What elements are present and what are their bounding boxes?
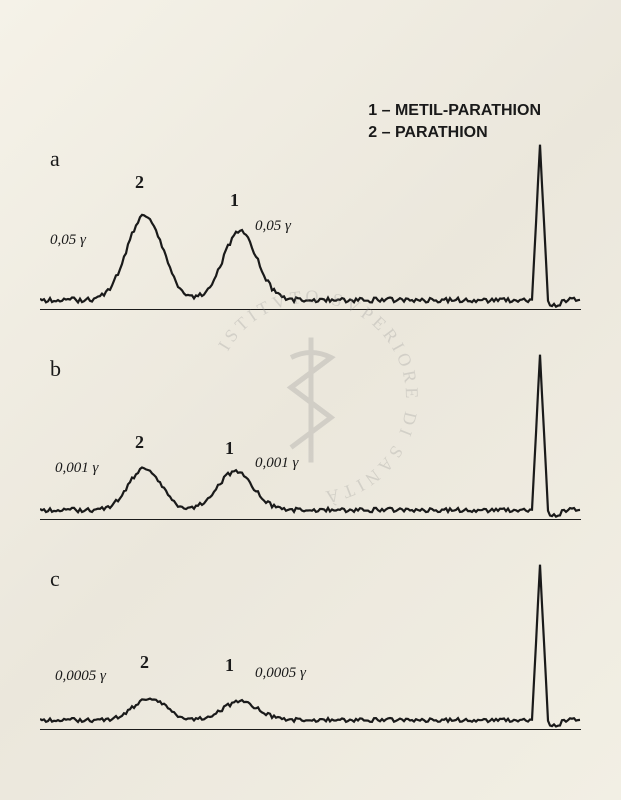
panel-label-c: c	[50, 566, 60, 592]
conc-right-c: 0,0005 γ	[255, 665, 306, 682]
trace-b	[40, 340, 581, 530]
chromatogram-panel-b	[40, 340, 581, 530]
peak-1-label-a: 1	[230, 190, 239, 211]
panel-label-b: b	[50, 356, 61, 382]
conc-left-b: 0,001 γ	[55, 460, 98, 477]
conc-right-b: 0,001 γ	[255, 455, 298, 472]
chromatogram-panel-c	[40, 550, 581, 740]
peak-2-label-c: 2	[140, 652, 149, 673]
panel-label-a: a	[50, 146, 60, 172]
legend-line-1: 1 – METIL-PARATHION	[368, 100, 541, 122]
baseline-a	[40, 309, 581, 310]
peak-2-label-a: 2	[135, 172, 144, 193]
conc-right-a: 0,05 γ	[255, 218, 291, 235]
baseline-c	[40, 729, 581, 730]
trace-c	[40, 550, 581, 740]
peak-2-label-b: 2	[135, 432, 144, 453]
page-container: 1 – METIL-PARATHION 2 – PARATHION a b c …	[0, 0, 621, 800]
peak-1-label-c: 1	[225, 655, 234, 676]
peak-1-label-b: 1	[225, 438, 234, 459]
baseline-b	[40, 519, 581, 520]
chromatogram-panel-a	[40, 130, 581, 320]
conc-left-c: 0,0005 γ	[55, 668, 106, 685]
conc-left-a: 0,05 γ	[50, 232, 86, 249]
trace-a	[40, 130, 581, 320]
